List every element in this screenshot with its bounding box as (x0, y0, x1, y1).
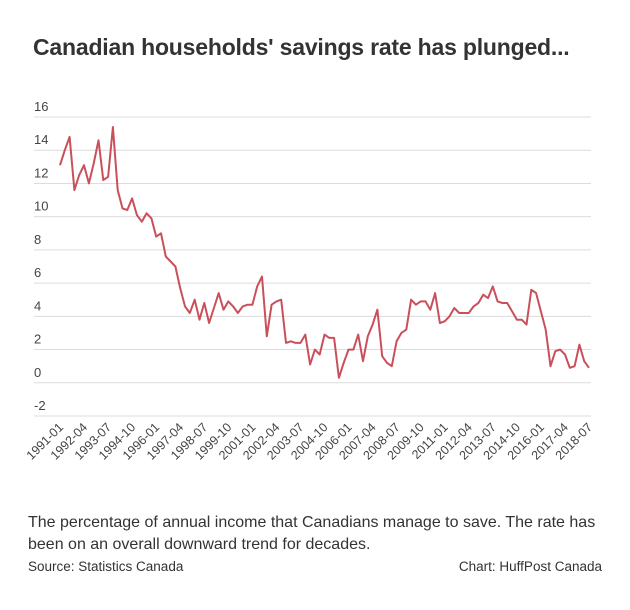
y-tick-label: -2 (34, 398, 46, 413)
y-tick-label: 16 (34, 99, 48, 114)
y-axis-ticks: -2 0 2 4 6 8 10 12 14 16 (34, 99, 48, 413)
chart-source: Source: Statistics Canada (28, 559, 184, 574)
y-tick-label: 4 (34, 298, 41, 313)
chart-credit: Chart: HuffPost Canada (458, 559, 602, 574)
y-tick-label: 0 (34, 365, 41, 380)
gridlines (34, 116, 591, 417)
series-line (59, 126, 590, 379)
y-tick-label: 2 (34, 332, 41, 347)
y-tick-label: 6 (34, 265, 41, 280)
series-lines (59, 126, 590, 379)
chart-description: The percentage of annual income that Can… (28, 514, 596, 553)
y-tick-label: 12 (34, 165, 48, 180)
line-chart: -2 0 2 4 6 8 10 12 14 16 1991-011992-041993-07199… (24, 99, 595, 463)
y-tick-label: 14 (34, 132, 48, 147)
chart-title: Canadian households' savings rate has pl… (33, 34, 570, 60)
y-tick-label: 8 (34, 232, 41, 247)
x-axis-ticks: 1991-011992-041993-071994-101996-011997-… (24, 420, 595, 462)
y-tick-label: 10 (34, 199, 48, 214)
